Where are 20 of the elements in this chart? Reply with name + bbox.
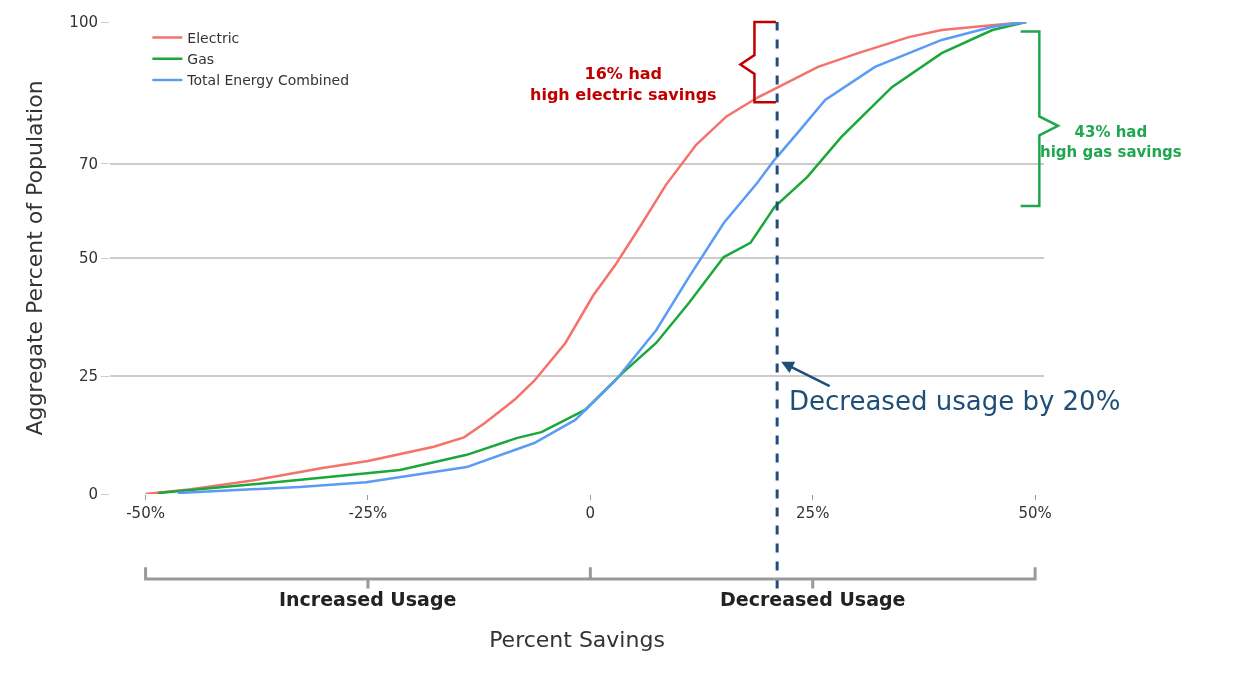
x-tick-label: 50% xyxy=(1018,504,1052,522)
legend-label: Electric xyxy=(187,30,240,47)
x-tick-label: 25% xyxy=(796,504,830,522)
x-tick-label: -25% xyxy=(348,504,388,522)
y-axis-title: Aggregate Percent of Population xyxy=(22,80,48,436)
x-tick-label: 0 xyxy=(585,504,596,522)
y-tick-label: 70 xyxy=(78,154,98,173)
y-tick-label: 100 xyxy=(69,13,98,32)
legend-label: Gas xyxy=(187,51,215,68)
annotation: 43% had high gas savings xyxy=(1040,123,1182,161)
text: Decreased Usage xyxy=(720,588,906,610)
annotation: 16% had high electric savings xyxy=(530,64,717,104)
y-tick-label: 25 xyxy=(78,367,98,386)
legend-label: Total Energy Combined xyxy=(186,72,350,89)
ref-line-label: Decreased usage by 20% xyxy=(789,386,1121,416)
y-tick-label: 50 xyxy=(78,249,98,268)
x-tick-label: -50% xyxy=(126,504,165,522)
x-axis-title: Percent Savings xyxy=(489,626,665,652)
text: Increased Usage xyxy=(279,588,457,610)
y-tick-label: 0 xyxy=(88,485,98,504)
